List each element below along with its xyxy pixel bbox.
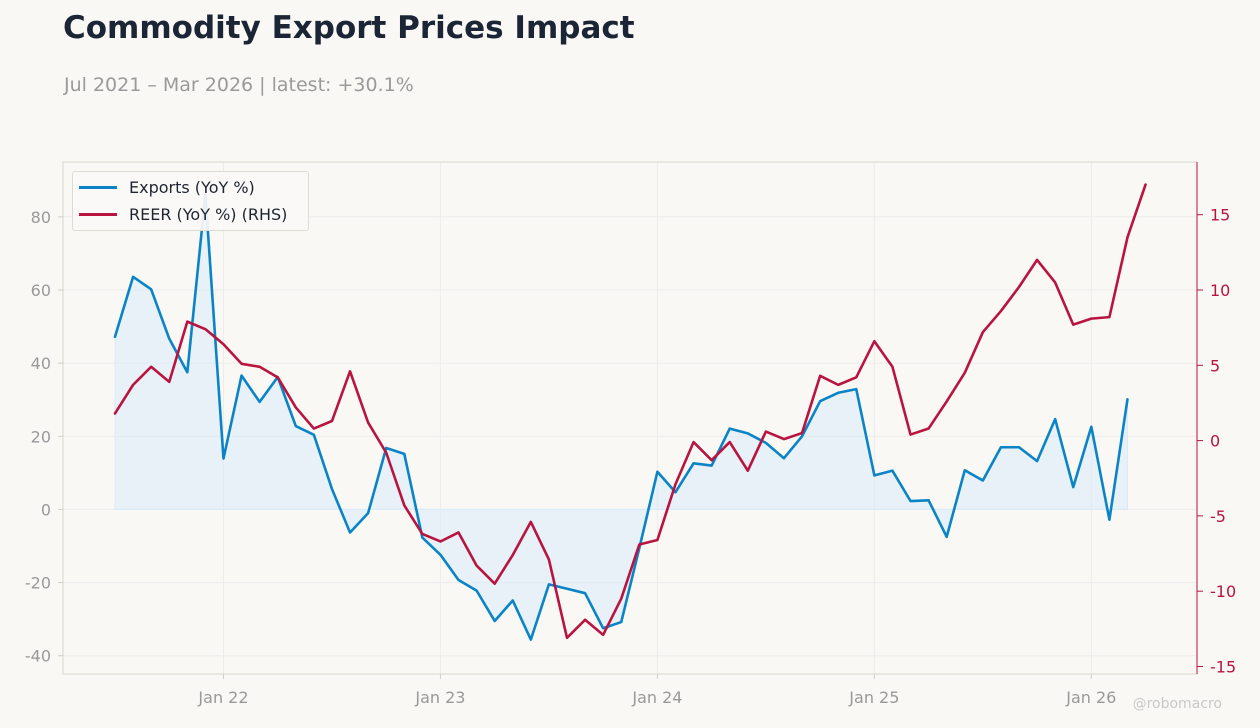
legend-swatch-exports [79,185,117,189]
legend-item-reer: REER (YoY %) (RHS) [79,204,287,224]
chart-title: Commodity Export Prices Impact [63,10,635,46]
left-tick-label: -40 [25,647,51,666]
x-axis: Jan 22 Jan 23 Jan 24 Jan 25 Jan 26 [197,674,1116,707]
chart-subtitle: Jul 2021 – Mar 2026 | latest: +30.1% [64,74,414,96]
legend-swatch-reer [79,212,117,216]
left-axis: -40 -20 0 20 40 60 80 [25,208,63,666]
left-tick-label: 80 [31,208,51,227]
right-tick-label: -10 [1210,582,1236,601]
legend-label-reer: REER (YoY %) (RHS) [129,204,288,224]
x-tick-label: Jan 25 [848,688,899,707]
right-tick-label: 5 [1210,356,1220,375]
legend: Exports (YoY %) REER (YoY %) (RHS) [72,171,309,231]
left-tick-label: 40 [31,354,51,373]
left-tick-label: 20 [31,427,51,446]
x-tick-label: Jan 26 [1065,688,1116,707]
left-tick-label: 60 [31,281,51,300]
right-tick-label: 0 [1210,432,1220,451]
right-tick-label: -15 [1210,657,1236,676]
legend-item-exports: Exports (YoY %) [79,177,255,197]
left-tick-label: -20 [25,574,51,593]
legend-label-exports: Exports (YoY %) [129,177,255,197]
right-tick-label: -5 [1210,507,1226,526]
right-tick-label: 15 [1210,206,1230,225]
x-tick-label: Jan 23 [414,688,465,707]
exports-area-fill [114,194,1128,641]
x-tick-label: Jan 24 [631,688,682,707]
exports-area-layer [114,194,1128,641]
reer-line [113,183,1147,640]
x-tick-label: Jan 22 [197,688,248,707]
series-layer [113,183,1147,641]
right-tick-label: 10 [1210,281,1230,300]
left-tick-label: 0 [41,500,51,519]
watermark: @robomacro [1132,696,1222,712]
grid [63,162,1197,674]
right-axis: -15 -10 -5 0 5 10 15 [1196,162,1236,676]
exports-line [113,193,1129,641]
